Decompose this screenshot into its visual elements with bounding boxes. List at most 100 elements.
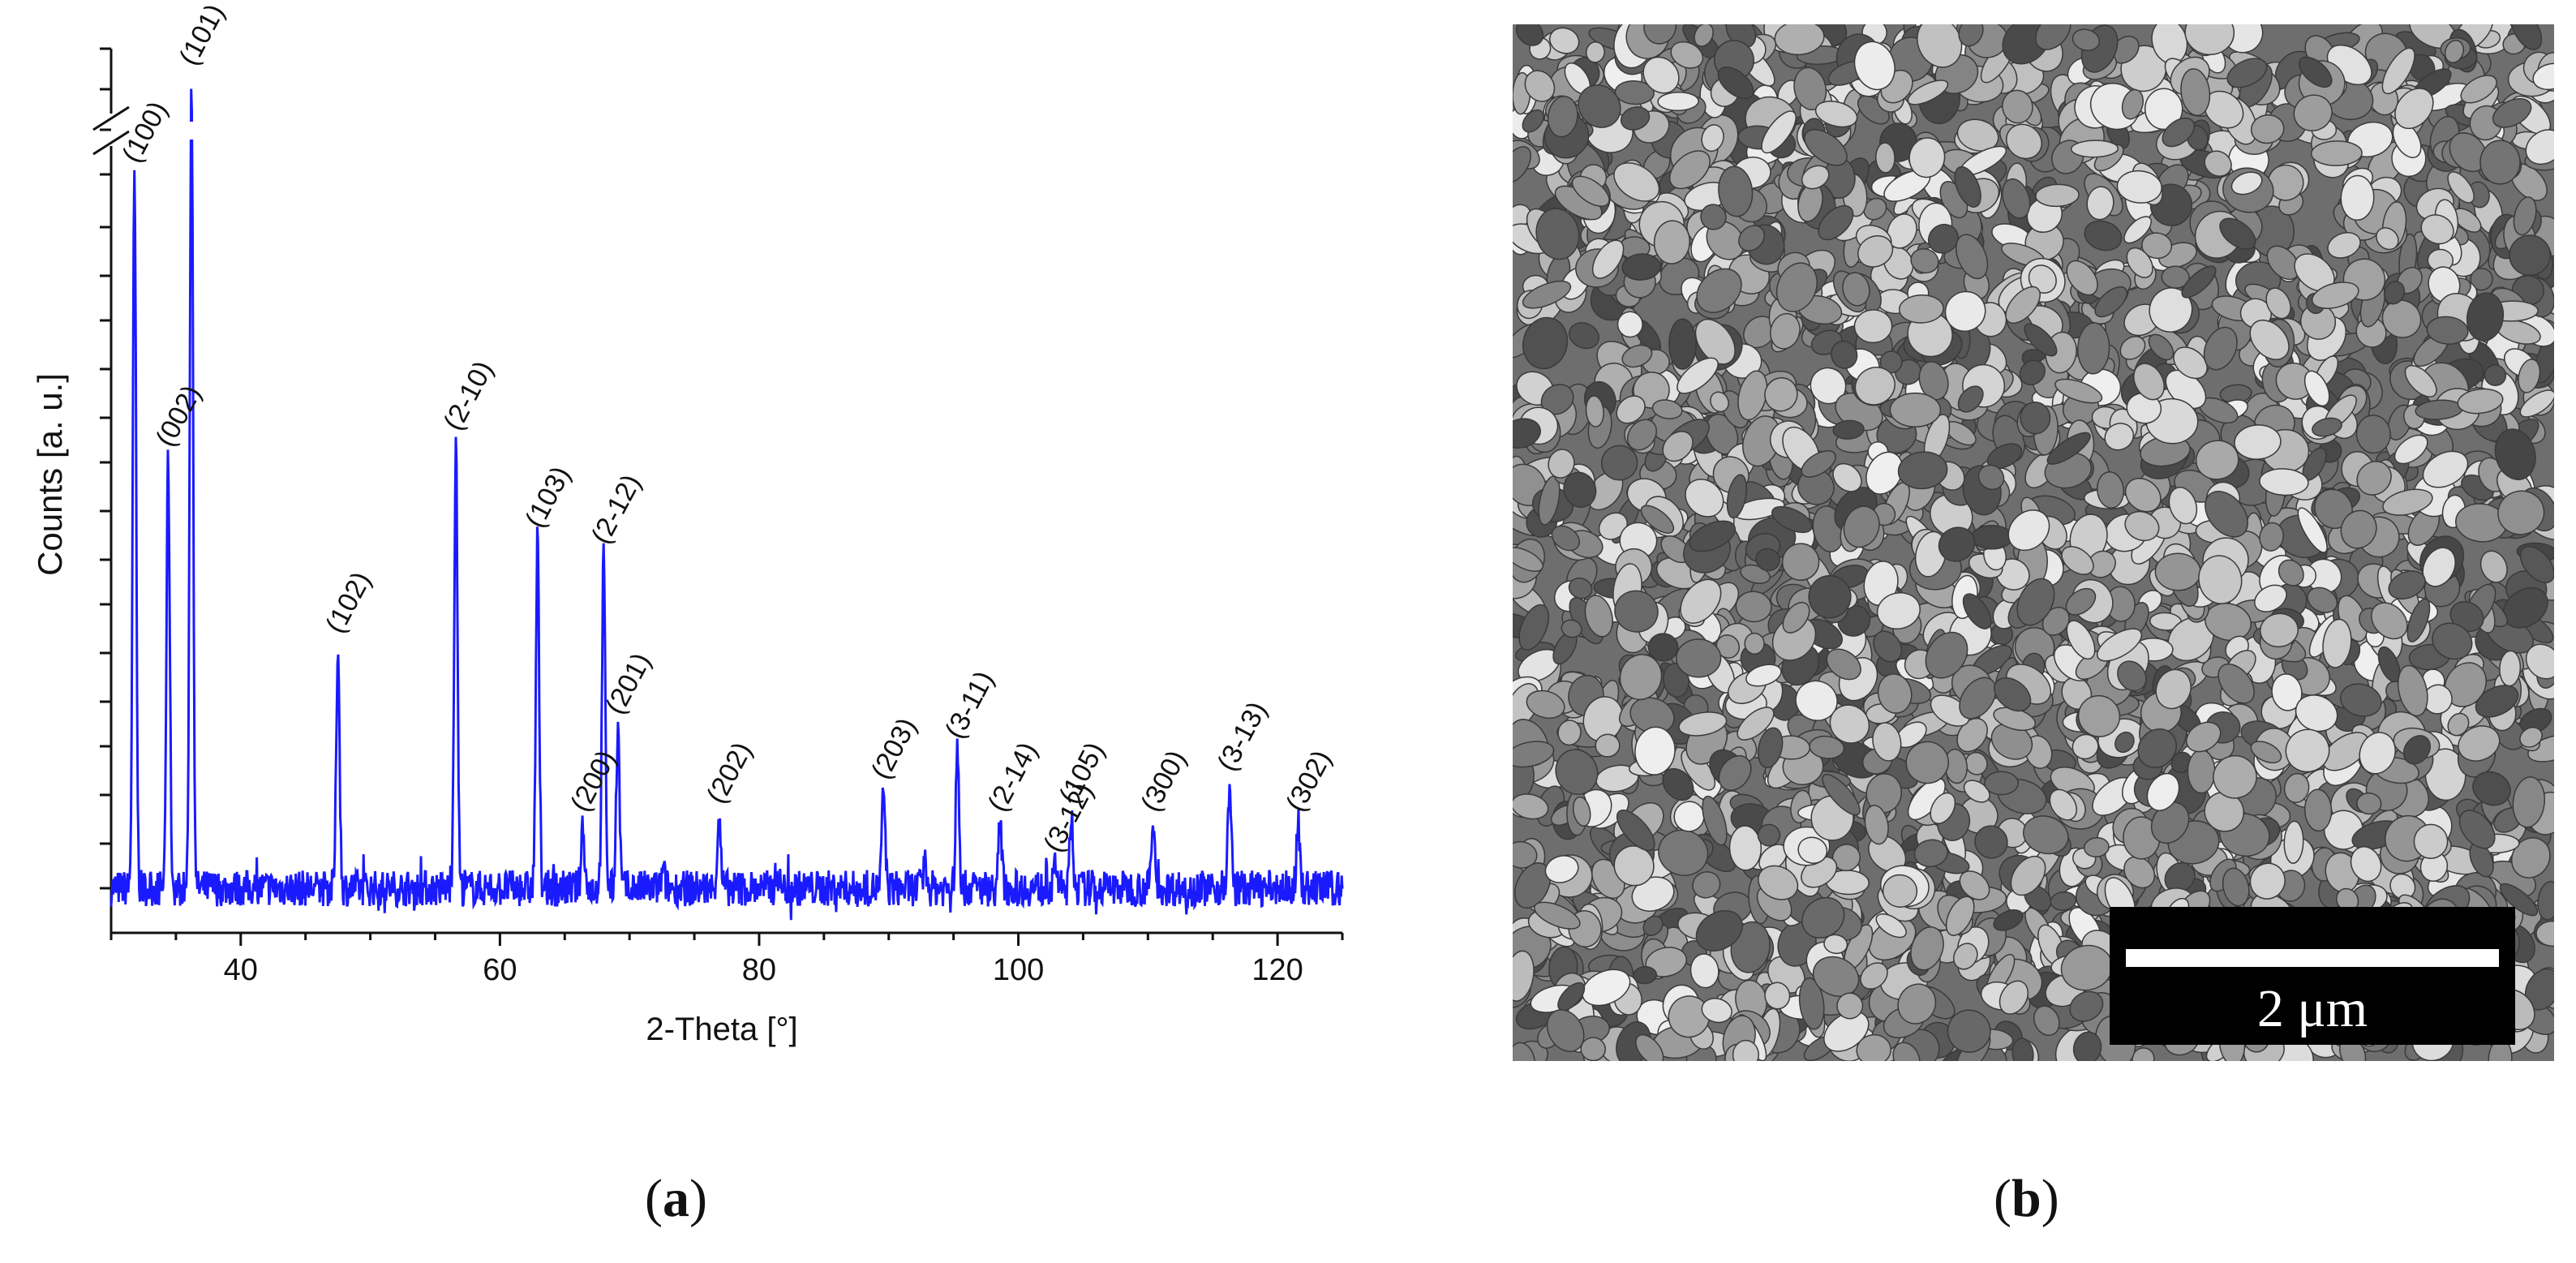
grain [2123, 856, 2156, 889]
grain [2141, 232, 2173, 260]
grain [2519, 727, 2543, 748]
grain [2266, 245, 2300, 281]
grain [2479, 550, 2508, 583]
grain [2259, 522, 2284, 552]
plot-area: 40 60 80 100 120 (100) (002) (101) (102) (2-10) (1… [92, 0, 1344, 987]
peak-label: (102) [320, 567, 377, 638]
grain [1873, 630, 1903, 663]
caption-b: (b) [1994, 1168, 2059, 1230]
peak-break-gap [185, 122, 199, 140]
caption-b-open: ( [1994, 1169, 2011, 1228]
grain [1808, 574, 1852, 619]
grain [2525, 643, 2554, 680]
grain [1832, 419, 1865, 440]
grain [1913, 839, 1948, 868]
grain [2084, 220, 2123, 251]
grain [1962, 593, 1992, 629]
grain [2322, 732, 2369, 771]
grain [2534, 333, 2554, 384]
grain [2023, 815, 2069, 855]
grain [2164, 861, 2196, 893]
grain [2070, 140, 2119, 158]
grain [1959, 870, 1990, 900]
grain [2086, 186, 2114, 221]
grain [1887, 213, 1917, 249]
grain [1725, 24, 1757, 49]
grain [1595, 733, 1621, 758]
grain [2472, 771, 2511, 806]
grain [1582, 969, 1631, 1007]
peak-label: (101) [174, 0, 231, 71]
grain [2532, 62, 2554, 91]
grain [1692, 871, 1721, 899]
grain [1657, 91, 1699, 112]
grain [1797, 468, 1835, 505]
y-axis-label: Counts [a. u.] [31, 373, 69, 576]
caption-a-letter: a [662, 1169, 689, 1228]
grain [1863, 197, 1887, 221]
grain [1927, 223, 1959, 254]
grain [1643, 24, 1677, 45]
peak-label: (200) [565, 745, 622, 817]
grain [2509, 234, 2551, 277]
grain [1910, 926, 1944, 971]
grain [2397, 664, 2428, 717]
peak-label: (203) [865, 713, 923, 784]
grain [1853, 309, 1893, 344]
xrd-chart: 40 60 80 100 120 (100) (002) (101) (102) (2-10) (1… [31, 0, 1344, 1047]
grain [2259, 468, 2309, 496]
grain [2283, 772, 2310, 804]
grain [1918, 361, 1949, 401]
grain [1774, 24, 1825, 56]
grain [1726, 474, 1748, 519]
grain [1882, 874, 1918, 908]
grain [2267, 164, 2304, 201]
grain [1580, 1037, 1606, 1061]
grain [1585, 395, 1604, 427]
grain [2218, 663, 2255, 704]
grain [1600, 445, 1638, 481]
grain [1561, 619, 1582, 638]
grain [2457, 388, 2504, 415]
peak-label: (3-11) [939, 666, 1000, 744]
grain [1614, 80, 1655, 105]
grain [2444, 39, 2464, 64]
grain [2061, 546, 2094, 575]
grain [2381, 47, 2415, 95]
grain [1673, 801, 1705, 832]
grain [2154, 552, 2201, 591]
grain [1954, 165, 1981, 208]
grain [2447, 171, 2475, 204]
peak-label: (103) [519, 462, 577, 533]
grain [1668, 318, 1697, 370]
grain [2299, 56, 2333, 88]
grain [2230, 171, 2263, 195]
grain [2016, 578, 2055, 626]
peak-label: (3-13) [1211, 697, 1273, 776]
sem-micrograph: 2 μm [1513, 24, 2554, 1061]
grain [2312, 417, 2342, 437]
scale-bar: 2 μm [2110, 907, 2515, 1045]
caption-a: (a) [645, 1168, 707, 1230]
grain [1694, 24, 1714, 47]
grain [1578, 84, 1621, 128]
grain [2104, 423, 2135, 451]
grain [1549, 27, 1580, 54]
grain [1694, 318, 1736, 365]
x-tick-label: 80 [742, 953, 776, 987]
grain [1513, 741, 1555, 768]
grain [1513, 1042, 1536, 1061]
grain [1518, 604, 1550, 651]
peak-label: (300) [1135, 745, 1192, 817]
grain [2259, 612, 2299, 648]
grain [2422, 547, 2456, 587]
sem-grain-texture [1513, 24, 2554, 1061]
grain [2460, 75, 2497, 104]
grain [2356, 461, 2392, 496]
peak-label: (002) [150, 380, 208, 452]
peak-label: (302) [1280, 745, 1337, 817]
grain [2117, 660, 2147, 692]
peak-label: (201) [599, 648, 657, 720]
grain [1925, 631, 1968, 679]
grain [2340, 174, 2375, 221]
